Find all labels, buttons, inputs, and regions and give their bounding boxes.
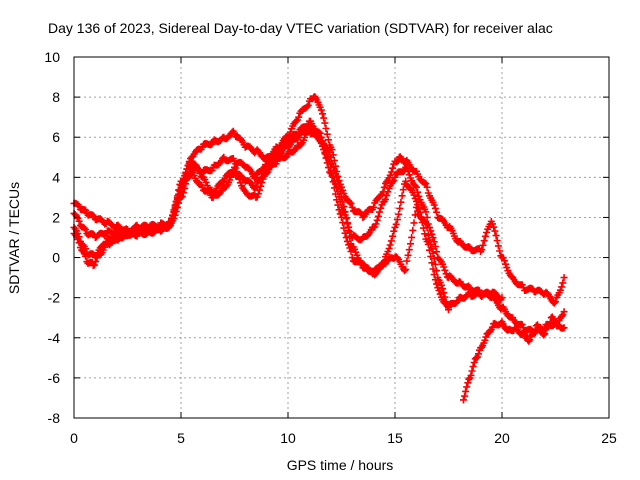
- data-point: [380, 258, 388, 266]
- data-point: [338, 213, 345, 221]
- y-axis-label: SDTVAR / TECUs: [6, 182, 22, 294]
- axis-ticks: 0 5 10 15 20 25 -8 -6 -4 -2 0 2 4 6 8 10: [44, 49, 617, 446]
- data-point: [177, 181, 185, 189]
- series-markers: [71, 126, 451, 310]
- y-tick-label: -8: [48, 410, 61, 426]
- y-tick-label: -2: [48, 290, 61, 306]
- x-tick-label: 10: [280, 430, 296, 446]
- y-tick-label: 6: [52, 129, 60, 145]
- y-tick-label: 2: [52, 209, 60, 225]
- data-point: [338, 193, 345, 201]
- y-tick-label: 0: [52, 250, 60, 266]
- y-tick-label: 4: [52, 169, 60, 185]
- data-point: [459, 396, 467, 404]
- series-markers: [71, 93, 567, 307]
- data-point: [560, 274, 568, 282]
- x-tick-label: 25: [601, 430, 617, 446]
- x-axis-label: GPS time / hours: [287, 457, 394, 473]
- series-track-1: [70, 93, 568, 307]
- plot-frame: [73, 56, 610, 419]
- x-tick-label: 15: [387, 430, 403, 446]
- series-markers: [461, 311, 567, 400]
- data-point: [560, 308, 568, 316]
- data-point: [423, 213, 431, 221]
- data-point: [348, 254, 356, 262]
- y-tick-label: -4: [48, 330, 61, 346]
- data-point: [423, 183, 431, 191]
- data-point: [445, 306, 452, 314]
- y-tick-label: 8: [52, 89, 60, 105]
- chart-title: Day 136 of 2023, Sidereal Day-to-day VTE…: [48, 20, 553, 36]
- grid: [74, 57, 609, 418]
- data-point: [391, 223, 399, 231]
- y-tick-label: 10: [44, 49, 60, 65]
- y-tick-label: -6: [48, 370, 61, 386]
- plot-area: [70, 93, 568, 404]
- data-point: [380, 183, 388, 191]
- x-tick-label: 20: [494, 430, 510, 446]
- data-point: [327, 153, 335, 161]
- x-tick-label: 5: [177, 430, 185, 446]
- series-track-4: [70, 126, 452, 314]
- data-point: [188, 167, 196, 175]
- x-tick-label: 0: [70, 430, 78, 446]
- data-point: [348, 203, 356, 211]
- series-track-5: [459, 308, 568, 404]
